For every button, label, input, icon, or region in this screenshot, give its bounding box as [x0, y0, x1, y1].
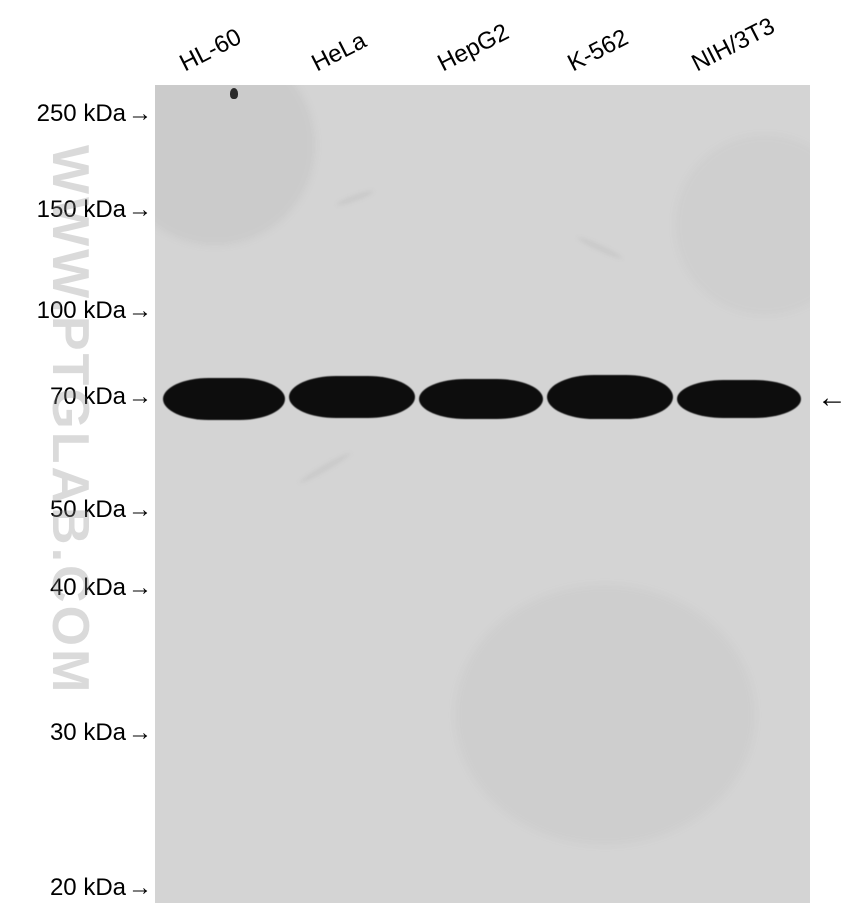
- arrow-icon: →: [128, 496, 152, 524]
- band-hl60: [163, 378, 285, 420]
- mw-label-20: 20 kDa→: [50, 874, 152, 902]
- lane-label: HepG2: [433, 19, 513, 78]
- band-hela: [289, 376, 415, 418]
- mw-text: 150 kDa: [37, 196, 126, 224]
- bg-smudge: [455, 585, 755, 845]
- artifact-dot: [230, 88, 238, 99]
- mw-text: 20 kDa: [50, 874, 126, 902]
- mw-label-150: 150 kDa→: [37, 196, 152, 224]
- mw-label-100: 100 kDa→: [37, 297, 152, 325]
- target-arrow-icon: ←: [817, 381, 847, 415]
- blot-figure: 250 kDa→ 150 kDa→ 100 kDa→ 70 kDa→ 50 kD…: [0, 0, 850, 903]
- mw-text: 250 kDa: [37, 100, 126, 128]
- mw-text: 40 kDa: [50, 574, 126, 602]
- blot-membrane: WWW.PTGLAB.COM: [155, 85, 810, 903]
- mw-text: 50 kDa: [50, 496, 126, 524]
- band-k562: [547, 375, 673, 419]
- band-nih3t3: [677, 380, 801, 418]
- mw-label-40: 40 kDa→: [50, 574, 152, 602]
- mw-label-70: 70 kDa→: [50, 383, 152, 411]
- mw-label-30: 30 kDa→: [50, 719, 152, 747]
- mw-text: 100 kDa: [37, 297, 126, 325]
- arrow-icon: →: [128, 297, 152, 325]
- lane-label-row: HL-60 HeLa HepG2 K-562 NIH/3T3: [155, 0, 810, 85]
- faint-mark: [298, 450, 353, 485]
- mw-label-250: 250 kDa→: [37, 100, 152, 128]
- band-hepg2: [419, 379, 543, 419]
- mw-marker-column: 250 kDa→ 150 kDa→ 100 kDa→ 70 kDa→ 50 kD…: [0, 0, 155, 903]
- lane-label: HL-60: [175, 23, 246, 78]
- mw-text: 30 kDa: [50, 719, 126, 747]
- faint-mark: [335, 188, 375, 207]
- arrow-icon: →: [128, 574, 152, 602]
- arrow-icon: →: [128, 100, 152, 128]
- arrow-icon: →: [128, 719, 152, 747]
- mw-label-50: 50 kDa→: [50, 496, 152, 524]
- arrow-icon: →: [128, 383, 152, 411]
- lane-label: K-562: [563, 24, 633, 78]
- arrow-icon: →: [128, 874, 152, 902]
- lane-label: NIH/3T3: [687, 12, 779, 78]
- bg-smudge: [675, 135, 810, 315]
- lane-label: HeLa: [307, 27, 371, 78]
- bg-smudge: [155, 85, 315, 245]
- arrow-icon: →: [128, 196, 152, 224]
- faint-mark: [576, 235, 624, 262]
- mw-text: 70 kDa: [50, 383, 126, 411]
